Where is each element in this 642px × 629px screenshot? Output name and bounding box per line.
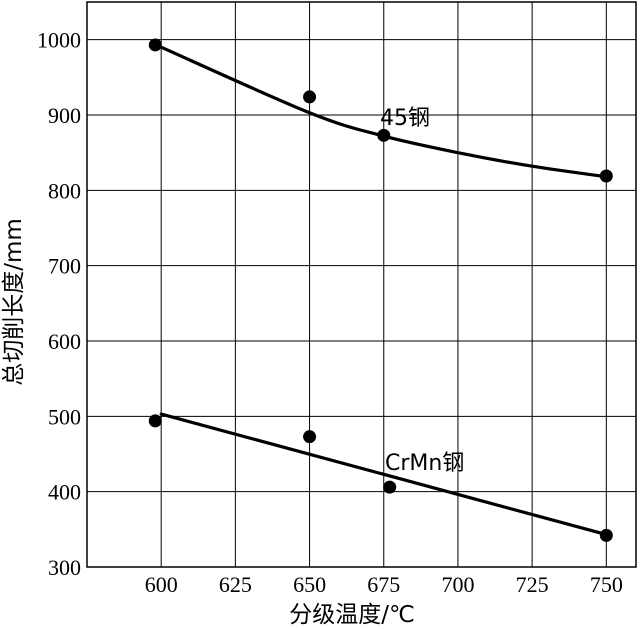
y-tick-label-300: 300: [48, 555, 81, 580]
x-tick-label-600: 600: [145, 572, 178, 597]
x-tick-label-725: 725: [516, 572, 549, 597]
plot-frame: [86, 1, 637, 568]
y-tick-label-700: 700: [48, 254, 81, 279]
trend-line-45-steel: [159, 45, 608, 179]
data-point-crmn-steel-0: [148, 414, 162, 428]
data-point-crmn-steel-1: [303, 430, 317, 444]
y-tick-label-800: 800: [48, 178, 81, 203]
data-point-crmn-steel-2: [383, 480, 397, 494]
x-tick-label-750: 750: [590, 572, 623, 597]
y-tick-label-1000: 1000: [37, 28, 81, 53]
x-tick-label-675: 675: [367, 572, 400, 597]
x-tick-label-650: 650: [293, 572, 326, 597]
y-tick-label-900: 900: [48, 103, 81, 128]
x-tick-label-625: 625: [219, 572, 252, 597]
y-tick-label-600: 600: [48, 329, 81, 354]
grid: [87, 2, 636, 568]
data-point-45-steel-1: [303, 90, 317, 104]
x-axis-title: 分级温度/℃: [289, 602, 415, 628]
x-tick-label-700: 700: [441, 572, 474, 597]
series-label-crmn-steel: CrMn钢: [385, 451, 464, 476]
data-points: [148, 38, 613, 542]
y-axis-title: 总切削长度/mm: [1, 218, 27, 386]
data-point-45-steel-0: [148, 38, 162, 52]
trend-line-crmn-steel: [159, 412, 608, 537]
data-point-45-steel-2: [377, 128, 391, 142]
data-point-45-steel-3: [599, 169, 613, 183]
y-tick-label-500: 500: [48, 404, 81, 429]
tick-labels: 600 625 650 675 700 725 750 300 400 500 600 700 800 9…: [37, 28, 623, 597]
y-tick-label-400: 400: [48, 480, 81, 505]
trend-lines: [159, 45, 608, 537]
data-point-crmn-steel-3: [599, 528, 613, 542]
series-label-45-steel: 45钢: [380, 106, 430, 131]
